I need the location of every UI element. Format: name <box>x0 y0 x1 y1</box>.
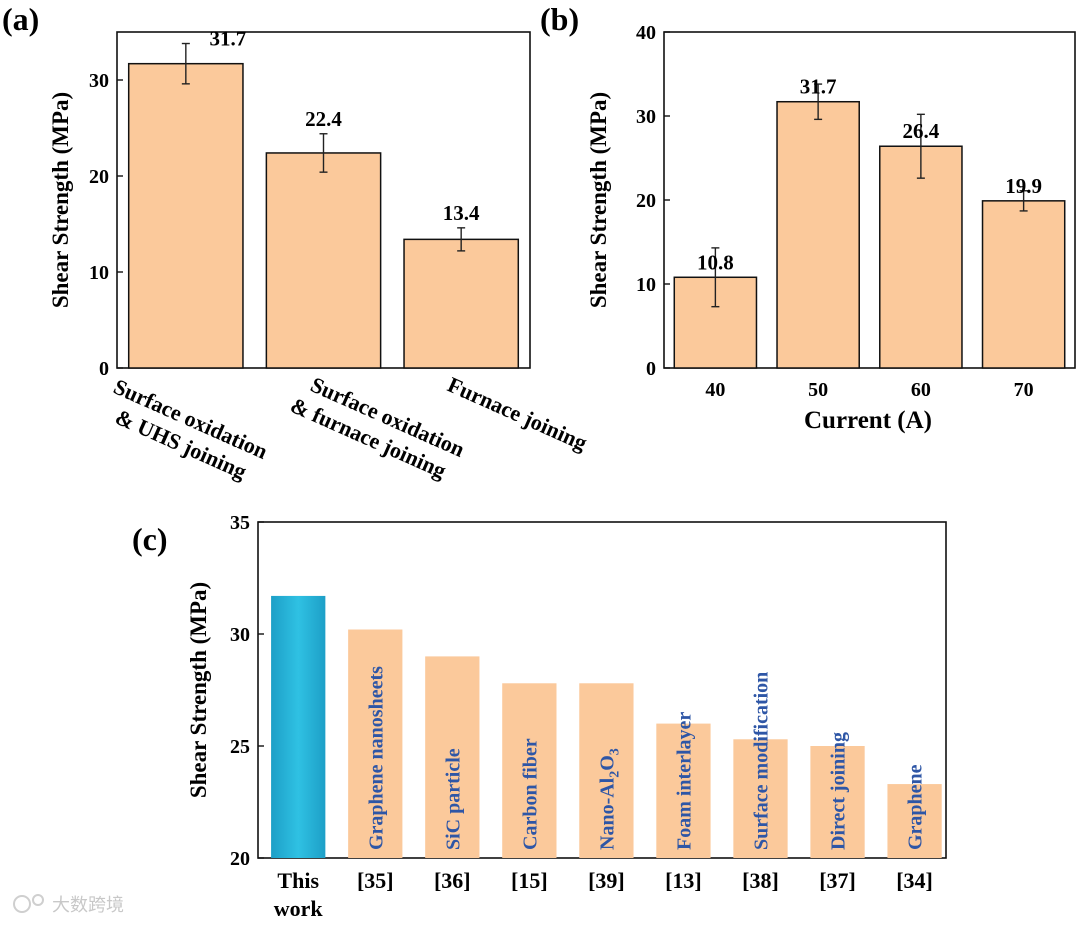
bar-label: Graphene nanosheets <box>365 666 387 850</box>
y-tick-label: 25 <box>230 736 250 758</box>
x-tick-label: 60 <box>911 379 931 401</box>
data-label: 31.7 <box>800 75 837 99</box>
data-label: 19.9 <box>1005 174 1042 198</box>
panel-c-label: (c) <box>132 521 168 557</box>
y-tick-label: 30 <box>636 106 656 128</box>
bar <box>348 629 403 858</box>
x-tick-label: [15] <box>511 868 548 893</box>
data-label: 26.4 <box>903 119 940 143</box>
panel-a-ylabel: Shear Strength (MPa) <box>48 92 73 308</box>
bar <box>879 145 963 369</box>
bar-label-subscript: 3 <box>607 748 622 755</box>
bar <box>733 739 788 858</box>
x-tick-label: [39] <box>588 868 625 893</box>
watermark-logo-icon <box>32 894 44 906</box>
panel-a-category-1: Surface oxidation & furnace joining <box>287 372 469 484</box>
bar <box>425 656 480 858</box>
bar <box>403 238 520 369</box>
panel-a-category-0: Surface oxidation & UHS joining <box>110 374 271 484</box>
x-tick-label: 70 <box>1014 379 1034 401</box>
bar-label: Nano-Al2O3 <box>596 748 622 850</box>
bar <box>776 100 860 369</box>
y-tick-label: 30 <box>230 624 250 646</box>
y-tick-label: 20 <box>636 190 656 212</box>
panel-b-label: (b) <box>540 1 579 37</box>
bar <box>810 746 865 858</box>
bar <box>127 62 244 369</box>
watermark-logo-icon <box>13 895 31 913</box>
panel-b-ylabel: Shear Strength (MPa) <box>586 92 611 308</box>
y-tick-label: 35 <box>230 512 250 534</box>
bar-label: Surface modification <box>750 672 772 850</box>
panel-c-ylabel: Shear Strength (MPa) <box>186 582 211 798</box>
watermark-text: 大数跨境 <box>52 895 124 916</box>
bar-label: Graphene <box>905 764 927 850</box>
bar <box>579 683 634 858</box>
panel-a-label: (a) <box>2 1 39 37</box>
x-tick-label: [35] <box>357 868 394 893</box>
bar <box>502 683 557 858</box>
chart-c: 20 25 30 35 This work Graphene nanosheets [35] S… <box>230 512 947 921</box>
chart-b: 0 10 20 30 40 10.8 40 31.7 50 26.4 60 19.9 70 <box>636 22 1076 401</box>
x-tick-label: work <box>274 896 324 921</box>
data-label: 13.4 <box>443 201 480 225</box>
y-tick-label: 30 <box>89 70 109 92</box>
y-tick-label: 0 <box>646 358 656 380</box>
data-label: 31.7 <box>209 27 246 51</box>
y-tick-label: 10 <box>89 262 109 284</box>
y-tick-label: 0 <box>99 358 109 380</box>
data-label: 22.4 <box>305 107 342 131</box>
y-tick-label: 10 <box>636 274 656 296</box>
y-tick-label: 40 <box>636 22 656 44</box>
y-tick-label: 20 <box>89 166 109 188</box>
bar <box>981 200 1066 369</box>
x-tick-label: [34] <box>896 868 933 893</box>
panel-b-xlabel: Current (A) <box>804 407 932 434</box>
watermark: 大数跨境 <box>13 894 124 916</box>
bar <box>265 152 382 369</box>
chart-a: 0 10 20 30 31.7 22.4 13.4 <box>89 27 531 380</box>
bar-label: Foam interlayer <box>673 712 695 850</box>
bar-highlight <box>271 595 326 858</box>
data-label: 10.8 <box>697 250 734 274</box>
x-tick-label: [36] <box>434 868 471 893</box>
x-tick-label: [38] <box>742 868 779 893</box>
bar-label: SiC particle <box>442 748 464 850</box>
x-tick-label: 50 <box>808 379 828 401</box>
y-tick-label: 20 <box>230 848 250 870</box>
bar <box>656 723 711 858</box>
x-tick-label: [37] <box>819 868 856 893</box>
bar-label-subscript: 2 <box>607 771 622 778</box>
bar-label: Direct joining <box>828 732 850 850</box>
bar-label: Carbon fiber <box>519 738 541 850</box>
bar-label-part: Nano-Al <box>596 777 618 850</box>
x-tick-label: [13] <box>665 868 702 893</box>
bar-label-part: O <box>596 755 618 771</box>
bar <box>887 784 942 858</box>
x-tick-label: 40 <box>705 379 725 401</box>
x-tick-label: This <box>277 868 319 893</box>
